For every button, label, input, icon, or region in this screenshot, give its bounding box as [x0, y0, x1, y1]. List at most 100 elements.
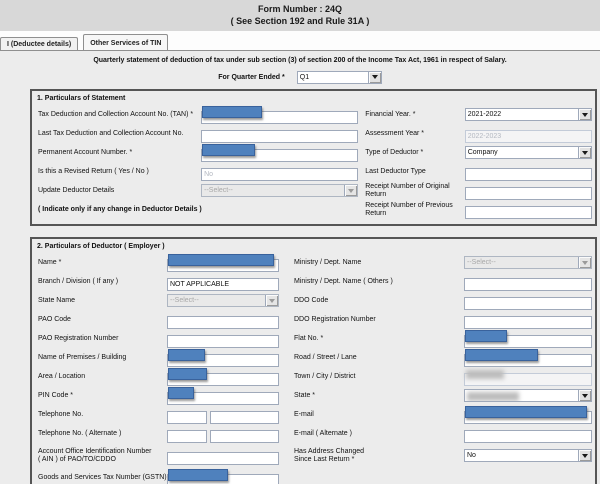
road-street-label: Road / Street / Lane — [294, 354, 464, 362]
chevron-down-icon[interactable] — [578, 450, 591, 461]
state-label: State * — [294, 392, 464, 400]
telephone-number-input[interactable] — [210, 411, 279, 424]
row-tan-financial-year: Tax Deduction and Collection Account No.… — [36, 105, 592, 124]
update-deductor-select: --Select-- — [201, 184, 358, 197]
ain-label: Account Office Identification Number ( A… — [36, 448, 167, 464]
row-area-town: Area / Location Town / City / District — [36, 367, 592, 386]
name-label: Name * — [36, 259, 167, 267]
area-location-label: Area / Location — [36, 373, 167, 381]
state-select[interactable] — [464, 389, 592, 402]
chevron-down-icon[interactable] — [578, 147, 591, 158]
assessment-year-input — [465, 130, 592, 143]
receipt-previous-input[interactable] — [465, 206, 592, 219]
last-deductor-type-label: Last Deductor Type — [365, 168, 464, 176]
row-gstn: Goods and Services Tax Number (GSTN) — [36, 468, 592, 484]
tab-other-services-of-tin[interactable]: Other Services of TIN — [83, 34, 168, 50]
tab-deductee-details[interactable]: I (Deductee details) — [0, 37, 78, 50]
quarter-row: For Quarter Ended * Q1 — [0, 70, 600, 84]
ministry-select: --Select-- — [464, 256, 592, 269]
ministry-others-input[interactable] — [464, 278, 592, 291]
redaction-bar — [202, 106, 262, 118]
pan-label: Permanent Account Number. * — [36, 149, 201, 157]
chevron-down-icon — [265, 295, 278, 306]
type-of-deductor-label: Type of Deductor * — [365, 149, 464, 157]
indicate-note: ( Indicate only if any change in Deducto… — [36, 206, 358, 214]
branch-label: Branch / Division ( If any ) — [36, 278, 167, 286]
row-phone-alt-email-alt: Telephone No. ( Alternate ) E-mail ( Alt… — [36, 424, 592, 443]
row-state-name-ddo-code: State Name --Select-- DDO Code — [36, 291, 592, 310]
telephone-alt-number-input[interactable] — [210, 430, 279, 443]
address-changed-label: Has Address Changed Since Last Return * — [294, 448, 464, 464]
email-alt-input[interactable] — [464, 430, 592, 443]
tan-label: Tax Deduction and Collection Account No.… — [36, 111, 201, 119]
chevron-down-icon[interactable] — [578, 390, 591, 401]
quarter-ended-select[interactable]: Q1 — [297, 71, 382, 84]
row-ain-address-changed: Account Office Identification Number ( A… — [36, 443, 592, 468]
chevron-down-icon — [344, 185, 357, 196]
financial-year-select[interactable]: 2021-2022 — [465, 108, 592, 121]
section2-title: 2. Particulars of Deductor ( Employer ) — [37, 243, 592, 250]
receipt-original-input[interactable] — [465, 187, 592, 200]
ddo-code-label: DDO Code — [294, 297, 464, 305]
flat-no-label: Flat No. * — [294, 335, 464, 343]
financial-year-label: Financial Year. * — [365, 111, 464, 119]
redaction-bar — [202, 144, 255, 156]
redaction-bar — [465, 349, 538, 361]
row-pan-type-of-deductor: Permanent Account Number. * Type of Dedu… — [36, 143, 592, 162]
chevron-down-icon — [578, 257, 591, 268]
row-pao-code-ddo-reg: PAO Code DDO Registration Number — [36, 310, 592, 329]
section-particulars-of-statement: 1. Particulars of Statement Tax Deductio… — [30, 89, 597, 226]
pao-code-label: PAO Code — [36, 316, 167, 324]
redaction-bar — [168, 469, 228, 481]
row-premises-road: Name of Premises / Building Road / Stree… — [36, 348, 592, 367]
row-branch-ministry-others: Branch / Division ( If any ) Ministry / … — [36, 272, 592, 291]
redaction-bar — [168, 254, 274, 266]
last-deductor-type-input[interactable] — [465, 168, 592, 181]
email-label: E-mail — [294, 411, 464, 419]
address-changed-select[interactable]: No — [464, 449, 592, 462]
form-content: Quarterly statement of deduction of tax … — [0, 51, 600, 484]
section1-title: 1. Particulars of Statement — [37, 95, 592, 102]
pao-reg-label: PAO Registration Number — [36, 335, 167, 343]
ain-input[interactable] — [167, 452, 279, 465]
type-of-deductor-select[interactable]: Company — [465, 146, 592, 159]
form-24q-window: Form Number : 24Q ( See Section 192 and … — [0, 0, 600, 484]
chevron-down-icon[interactable] — [578, 109, 591, 120]
telephone-label: Telephone No. — [36, 411, 167, 419]
quarter-ended-value: Q1 — [298, 72, 368, 83]
redaction-bar — [168, 387, 194, 399]
pao-code-input[interactable] — [167, 316, 279, 329]
row-update-deductor-receipt-original: Update Deductor Details --Select-- Recei… — [36, 181, 592, 200]
telephone-std-input[interactable] — [167, 411, 207, 424]
last-tan-input[interactable] — [201, 130, 358, 143]
gstn-label: Goods and Services Tax Number (GSTN) — [36, 474, 167, 482]
row-pao-reg-flat: PAO Registration Number Flat No. * — [36, 329, 592, 348]
row-name-ministry: Name * Ministry / Dept. Name --Select-- — [36, 253, 592, 272]
form-title: Form Number : 24Q — [0, 3, 600, 15]
branch-input[interactable] — [167, 278, 279, 291]
telephone-alt-std-input[interactable] — [167, 430, 207, 443]
redaction-bar — [168, 349, 205, 361]
receipt-original-label: Receipt Number of Original Return — [365, 183, 464, 199]
form-header: Form Number : 24Q ( See Section 192 and … — [0, 0, 600, 31]
revised-return-input[interactable] — [201, 168, 358, 181]
last-tan-label: Last Tax Deduction and Collection Accoun… — [36, 130, 201, 138]
row-pin-state: PIN Code * State * — [36, 386, 592, 405]
ddo-code-input[interactable] — [464, 297, 592, 310]
email-alt-label: E-mail ( Alternate ) — [294, 430, 464, 438]
pin-code-label: PIN Code * — [36, 392, 167, 400]
ddo-reg-input[interactable] — [464, 316, 592, 329]
row-indicate-note-receipt-previous: ( Indicate only if any change in Deducto… — [36, 200, 592, 219]
statement-text: Quarterly statement of deduction of tax … — [0, 56, 600, 66]
quarter-ended-label: For Quarter Ended * — [218, 74, 285, 81]
premises-label: Name of Premises / Building — [36, 354, 167, 362]
telephone-alt-label: Telephone No. ( Alternate ) — [36, 430, 167, 438]
ministry-label: Ministry / Dept. Name — [294, 259, 464, 267]
assessment-year-label: Assessment Year * — [365, 130, 464, 138]
state-name-select: --Select-- — [167, 294, 279, 307]
ddo-reg-label: DDO Registration Number — [294, 316, 464, 324]
state-name-label: State Name — [36, 297, 167, 305]
redaction-bar — [465, 330, 507, 342]
chevron-down-icon[interactable] — [368, 72, 381, 83]
pao-reg-input[interactable] — [167, 335, 279, 348]
